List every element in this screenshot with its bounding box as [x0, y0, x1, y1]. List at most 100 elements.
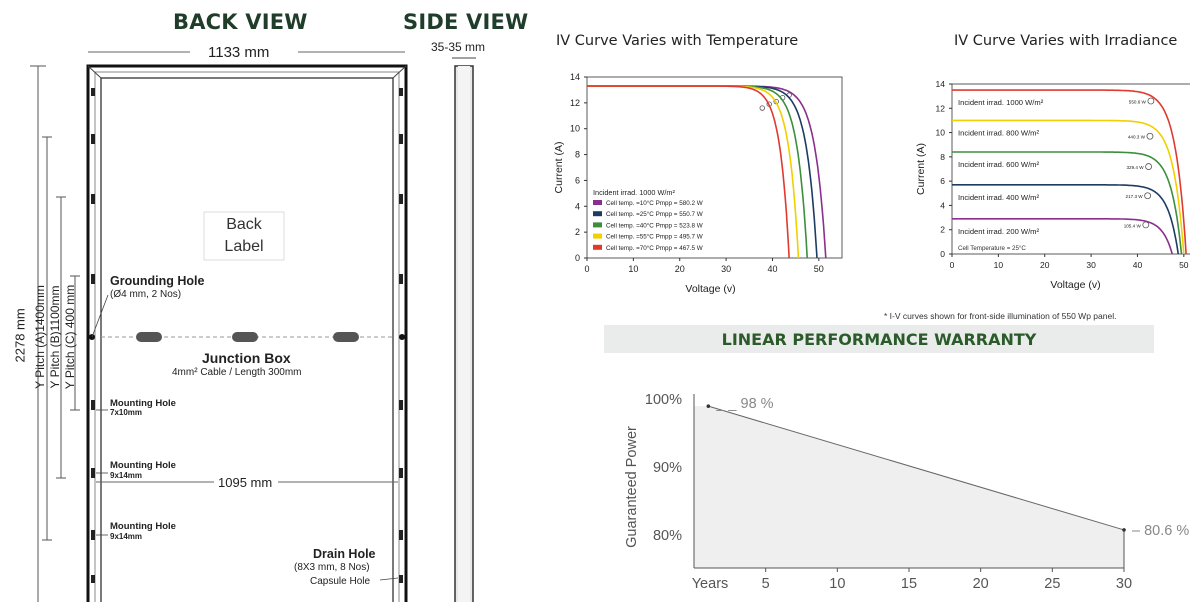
iv-temperature-chart: 0 10 20 30 40 50 0 2 4 6 8 10 12 14 Voltage (v) Current…: [553, 72, 843, 295]
y-tick-label: 6: [575, 175, 580, 185]
annotation-end: – 80.6 %: [1132, 523, 1189, 539]
annotation-start: _ _ 98 %: [715, 396, 773, 412]
legend-label-2: Cell temp. =40°C Pmpp = 523.8 W: [606, 221, 703, 229]
y-tick-label: 6: [940, 176, 945, 186]
legend-swatch-3: [593, 233, 602, 239]
series-line-2: [952, 151, 1183, 255]
junction-box-center: [232, 332, 258, 342]
grounding-hole-right: [399, 334, 405, 340]
panel-outer-frame: [86, 64, 408, 602]
y-tick-label: 10: [570, 124, 580, 134]
y-tick-label: 0: [575, 253, 580, 263]
x-axis-label: Voltage (v): [1050, 279, 1100, 291]
mpp-point-0: [1147, 97, 1155, 105]
panel-drawing: [30, 42, 476, 602]
mpp-point-2: [1145, 163, 1152, 170]
drain-hole-title: Drain Hole: [313, 547, 376, 561]
x-axis-label: Years: [692, 576, 729, 592]
series-label-1: Incident irrad. 800 W/m²: [958, 128, 1039, 137]
width-label: 1133 mm: [208, 44, 270, 61]
series-line-2: [587, 85, 808, 259]
grounding-hole-detail: (Ø4 mm, 2 Nos): [110, 289, 182, 300]
back-label-box: [203, 211, 285, 261]
mounting-hole-3-detail: 9x14mm: [110, 532, 143, 541]
y-tick-label: 12: [570, 98, 580, 108]
junction-box-right: [333, 332, 359, 342]
x-tick-label: 20: [973, 576, 989, 592]
power-label-1: 440.3 W: [1128, 135, 1146, 140]
grounding-hole-title: Grounding Hole: [110, 274, 205, 288]
y-tick-label: 4: [575, 201, 580, 211]
iv-irr-title: IV Curve Varies with Irradiance: [954, 33, 1178, 49]
junction-box-left: [136, 332, 162, 342]
legend-label-0: Cell temp. =10°C Pmpp = 580.2 W: [606, 199, 703, 207]
back-label-line2: Label: [224, 238, 264, 255]
plot-frame: [951, 83, 1190, 255]
mounting-hole-2-detail: 9x14mm: [110, 471, 143, 480]
junction-box-detail: 4mm² Cable / Length 300mm: [172, 367, 302, 378]
side-thickness-label: 35-35 mm: [431, 40, 486, 54]
power-label-2: 329.4 W: [1126, 165, 1144, 170]
power-label-4: 105.4 W: [1124, 223, 1142, 228]
mounting-hole-2-title: Mounting Hole: [110, 460, 176, 471]
power-label-0: 550.6 W: [1129, 100, 1147, 105]
mpp-point-4: [759, 105, 765, 111]
x-tick-label: 30: [1086, 260, 1096, 270]
y-tick-label: 2: [575, 227, 580, 237]
legend-title: Incident irrad. 1000 W/m²: [593, 188, 675, 197]
mounting-hole-3-title: Mounting Hole: [110, 521, 176, 532]
series-line-0: [587, 85, 827, 259]
pitch-b-label: Y Pitch (B)1100mm: [48, 285, 62, 389]
y-tick-label: 90%: [653, 460, 682, 476]
x-axis-label: Voltage (v): [685, 283, 735, 295]
warranty-line: [708, 405, 1125, 531]
x-tick-label: 50: [814, 264, 824, 274]
series-label-4: Incident irrad. 200 W/m²: [958, 227, 1039, 236]
warranty-chart: 100% 90% 80% Years 5 10 15 20 25 30 Guaranteed Pow…: [624, 392, 1189, 592]
warranty-title: LINEAR PERFORMANCE WARRANTY: [721, 330, 1037, 349]
height-label: 2278 mm: [12, 308, 28, 363]
series-line-3: [587, 85, 800, 259]
power-label-3: 217.3 W: [1126, 194, 1144, 199]
x-tick-label: 15: [901, 576, 917, 592]
warranty-banner: [604, 325, 1154, 353]
series-line-4: [587, 85, 790, 259]
y-tick-label: 10: [936, 128, 946, 138]
y-tick-label: 100%: [645, 392, 682, 408]
x-tick-label: 0: [584, 264, 589, 274]
series-line-4: [952, 218, 1173, 255]
y-tick-label: 8: [575, 150, 580, 160]
drain-hole-detail: (8X3 mm, 8 Nos): [294, 562, 370, 573]
frame-holes-right: [399, 88, 403, 583]
x-tick-label: 5: [762, 576, 770, 592]
y-tick-label: 12: [936, 103, 946, 113]
mpp-point-4: [1142, 221, 1150, 229]
pitch-a-label: Y Pitch (A)1400mm: [33, 285, 47, 389]
x-tick-label: 10: [994, 260, 1004, 270]
mpp-point-1: [1146, 132, 1154, 140]
legend-swatch-4: [593, 244, 602, 250]
cell-temp-note: Cell Temperature = 25°C: [958, 245, 1026, 252]
series-label-2: Incident irrad. 600 W/m²: [958, 160, 1039, 169]
y-axis-label: Current (A): [553, 142, 565, 194]
iv-irradiance-chart: 0 10 20 30 40 50 0 2 4 6 8 10 12 14 Voltage (v) Current…: [915, 79, 1190, 291]
x-tick-label: 30: [1116, 576, 1132, 592]
y-tick-label: 8: [940, 152, 945, 162]
mounting-hole-1-title: Mounting Hole: [110, 398, 176, 409]
back-view-title: BACK VIEW: [173, 10, 308, 34]
start-point: [706, 404, 711, 408]
mounting-hole-1-detail: 7x10mm: [110, 408, 143, 417]
y-tick-label: 2: [940, 225, 945, 235]
x-tick-label: 0: [950, 260, 955, 270]
series-line-1: [952, 119, 1185, 255]
x-tick-label: 40: [767, 264, 777, 274]
plot-frame: [586, 76, 843, 259]
capsule-hole-label: Capsule Hole: [310, 576, 371, 587]
series-label-3: Incident irrad. 400 W/m²: [958, 193, 1039, 202]
warranty-area: [694, 406, 1124, 568]
x-tick-label: 10: [829, 576, 845, 592]
mpp-point-3: [1144, 192, 1152, 200]
legend-label-3: Cell temp. =55°C Pmpp = 495.7 W: [606, 233, 703, 241]
y-axis-label: Current (A): [915, 143, 927, 195]
x-tick-label: 10: [628, 264, 638, 274]
